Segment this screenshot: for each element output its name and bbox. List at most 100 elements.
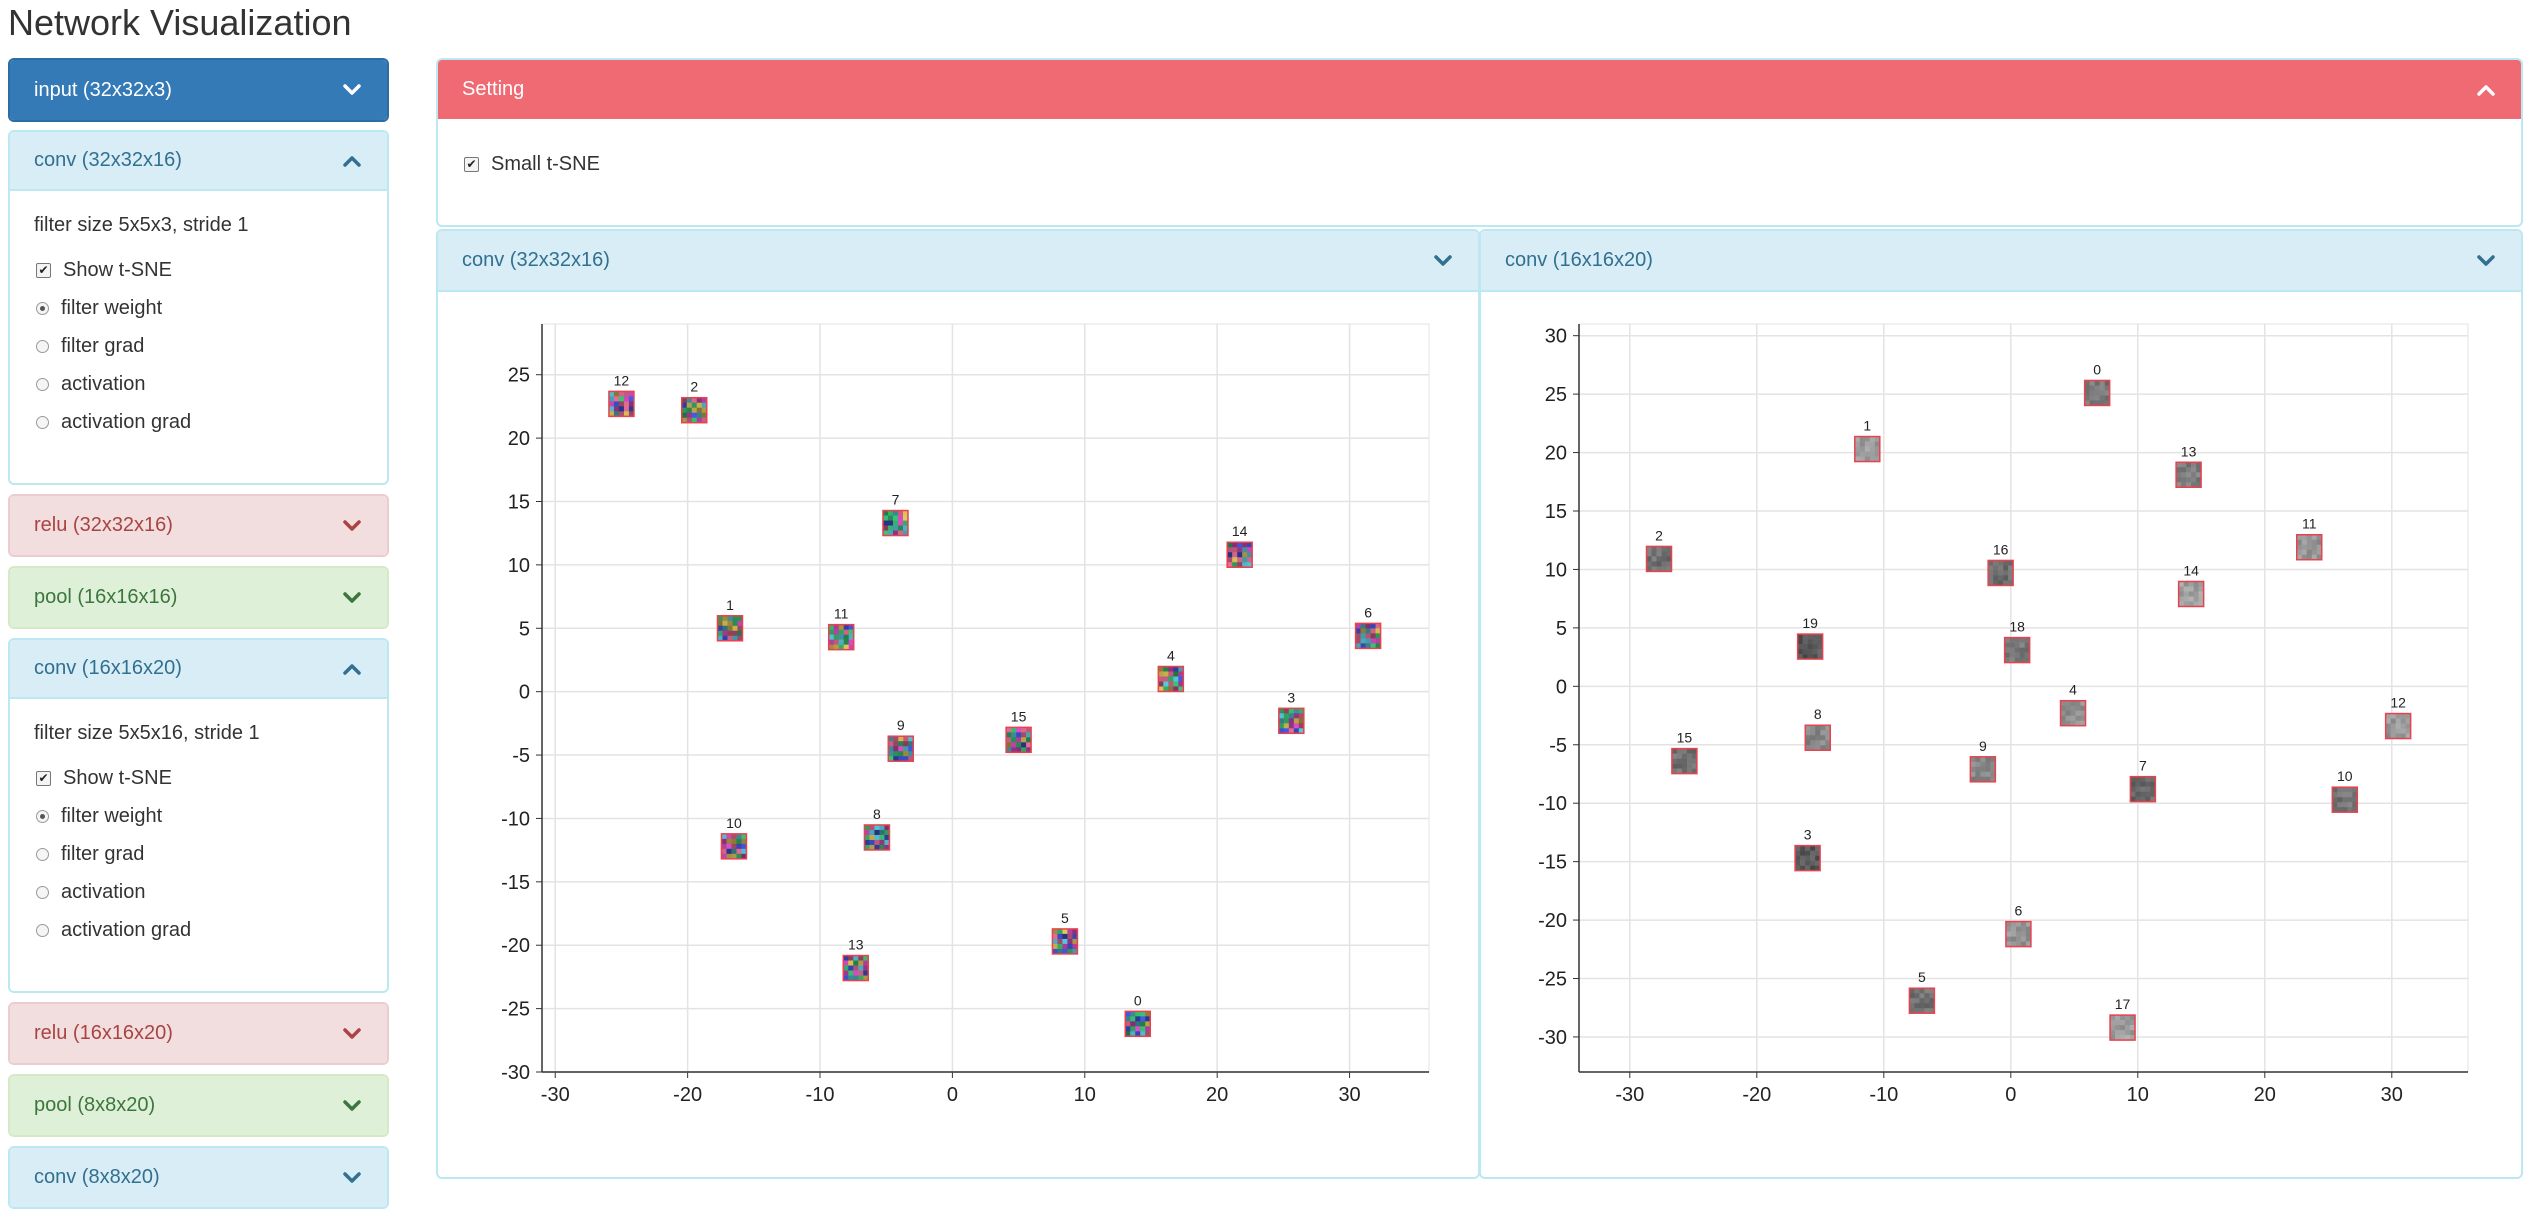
filter-thumbnail-point[interactable]: [680, 396, 708, 424]
thumbnail-cell: [1278, 728, 1285, 734]
thumbnail-cell: [2005, 941, 2012, 947]
filter-thumbnail-point[interactable]: [882, 509, 909, 537]
thumbnail-cell: [888, 736, 894, 742]
filter-thumbnail-point[interactable]: [716, 615, 744, 642]
filter-thumbnail-point[interactable]: [2129, 775, 2157, 803]
show-tsne-option[interactable]: ✔ Show t-SNE: [34, 759, 363, 797]
filter-thumbnail-point[interactable]: [1671, 747, 1698, 775]
filter-thumbnail-point[interactable]: [2384, 712, 2412, 740]
filter-thumbnail-point[interactable]: [2177, 580, 2205, 608]
filter-thumbnail-point[interactable]: [1278, 707, 1305, 735]
filter-thumbnail-point[interactable]: [2003, 636, 2031, 664]
radio-button[interactable]: [36, 809, 49, 823]
thumbnail-cell: [2332, 792, 2338, 798]
show-tsne-checkbox[interactable]: ✔: [36, 262, 51, 278]
filter-thumbnail-point[interactable]: [1157, 665, 1185, 693]
radio-filter-grad[interactable]: filter grad: [34, 835, 363, 873]
thumbnail-cell: [2306, 534, 2313, 541]
thumbnail-cell: [882, 510, 889, 516]
thumbnail-cell: [838, 629, 844, 635]
radio-filter-weight[interactable]: filter weight: [34, 797, 363, 835]
filter-thumbnail-point[interactable]: [842, 954, 870, 982]
filter-thumbnail-point[interactable]: [1987, 559, 2014, 587]
thumbnail-cell: [898, 746, 904, 752]
radio-activation-grad[interactable]: activation grad: [34, 911, 363, 949]
thumbnail-cell: [1802, 649, 1808, 655]
thumbnail-cell: [726, 853, 732, 860]
filter-thumbnail-point[interactable]: [887, 735, 915, 762]
thumbnail-cell: [1145, 1016, 1151, 1022]
small-tsne-checkbox[interactable]: ✔: [464, 156, 479, 172]
thumbnail-cell: [686, 397, 693, 404]
thumbnail-cell: [2178, 596, 2184, 602]
layer-header-conv1[interactable]: conv (32x32x16): [10, 132, 387, 191]
radio-filter-grad[interactable]: filter grad: [34, 327, 363, 365]
filter-thumbnail-point[interactable]: [1794, 844, 1821, 872]
radio-activation-grad[interactable]: activation grad: [34, 403, 363, 441]
layer-header-conv2[interactable]: conv (16x16x20): [10, 640, 387, 699]
chevron-down-icon: [343, 1099, 361, 1111]
radio-activation[interactable]: activation: [34, 873, 363, 911]
filter-thumbnail-point[interactable]: [608, 390, 635, 418]
filter-thumbnail-point[interactable]: [1354, 622, 1382, 650]
filter-thumbnail-point[interactable]: [863, 824, 891, 851]
thumbnail-cell: [1985, 776, 1991, 783]
radio-activation[interactable]: activation: [34, 365, 363, 403]
filter-thumbnail-point[interactable]: [827, 623, 855, 651]
thumbnail-cell: [879, 839, 885, 846]
filter-thumbnail-point[interactable]: [1804, 724, 1832, 751]
layer-header-relu1[interactable]: relu (32x32x16): [10, 496, 387, 555]
thumbnail-cell: [1247, 557, 1253, 563]
filter-thumbnail-point[interactable]: [1005, 726, 1032, 754]
thumbnail-cell: [869, 824, 875, 831]
filter-thumbnail-point[interactable]: [1908, 987, 1936, 1014]
thumbnail-cell: [736, 843, 742, 850]
layer-header-input[interactable]: input (32x32x3): [10, 60, 387, 120]
show-tsne-option[interactable]: ✔ Show t-SNE: [34, 251, 363, 289]
filter-thumbnail-point[interactable]: [2059, 699, 2087, 727]
filter-thumbnail-point[interactable]: [2109, 1014, 2136, 1041]
filter-thumbnail-point[interactable]: [1854, 435, 1881, 463]
thumbnail-cell: [2009, 657, 2015, 663]
layer-header-pool1[interactable]: pool (16x16x16): [10, 568, 387, 627]
tsne-panel-header[interactable]: conv (32x32x16): [438, 231, 1478, 292]
thumbnail-cell: [2094, 385, 2100, 391]
thumbnail-cell: [608, 391, 615, 397]
filter-thumbnail-point[interactable]: [720, 833, 748, 860]
filter-thumbnail-point[interactable]: [2296, 533, 2323, 561]
show-tsne-checkbox[interactable]: ✔: [36, 770, 51, 786]
filter-thumbnail-point[interactable]: [1796, 633, 1824, 660]
thumbnail-cell: [2181, 472, 2187, 478]
filter-thumbnail-point[interactable]: [1645, 545, 1673, 573]
thumbnail-cell: [908, 746, 914, 752]
thumbnail-cell: [2301, 549, 2308, 556]
radio-button[interactable]: [36, 301, 49, 315]
thumbnail-cell: [2003, 580, 2009, 586]
filter-thumbnail-point[interactable]: [2005, 920, 2032, 948]
filter-thumbnail-point[interactable]: [2175, 461, 2202, 489]
filter-thumbnail-point[interactable]: [1226, 541, 1253, 568]
radio-button[interactable]: [36, 377, 49, 391]
filter-thumbnail-point[interactable]: [2331, 786, 2359, 813]
thumbnail-cell: [1227, 562, 1233, 568]
layer-header-conv3[interactable]: conv (8x8x20): [10, 1148, 387, 1207]
filter-thumbnail-point[interactable]: [2083, 379, 2111, 407]
tsne-panel-header[interactable]: conv (16x16x20): [1481, 231, 2521, 292]
filter-thumbnail-point[interactable]: [1051, 928, 1079, 955]
filter-thumbnail-point[interactable]: [1969, 756, 1997, 783]
layer-header-relu2[interactable]: relu (16x16x20): [10, 1004, 387, 1063]
layer-header-pool2[interactable]: pool (8x8x20): [10, 1076, 387, 1135]
x-tick-label: -10: [806, 1084, 835, 1106]
radio-button[interactable]: [36, 885, 49, 899]
radio-button[interactable]: [36, 339, 49, 353]
thumbnail-cell: [2405, 733, 2411, 739]
thumbnail-cell: [863, 955, 869, 961]
radio-button[interactable]: [36, 847, 49, 861]
radio-button[interactable]: [36, 415, 49, 429]
radio-button[interactable]: [36, 923, 49, 937]
thumbnail-cell: [2010, 921, 2017, 927]
radio-filter-weight[interactable]: filter weight: [34, 289, 363, 327]
setting-header[interactable]: Setting: [438, 60, 2521, 119]
filter-thumbnail-point[interactable]: [1124, 1010, 1151, 1038]
thumbnail-cell: [2176, 472, 2182, 478]
